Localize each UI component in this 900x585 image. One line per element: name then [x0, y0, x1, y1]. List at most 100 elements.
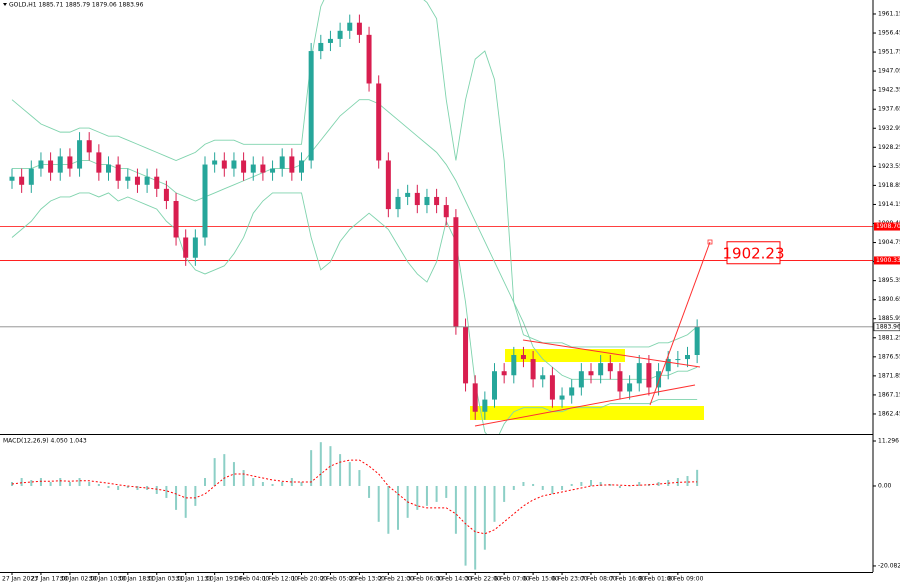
x-tick-label: 1 Feb 12:00 [263, 576, 299, 583]
macd-bar [503, 485, 506, 502]
candle-body [48, 160, 54, 173]
macd-bar [348, 462, 351, 486]
y-tick-label: 1914.15 [878, 201, 900, 208]
candle-body [212, 160, 218, 165]
candle-body [231, 160, 237, 169]
macd-bar [628, 485, 631, 487]
candle-body [414, 192, 420, 206]
candle-body [154, 176, 160, 189]
macd-bar [194, 485, 197, 506]
candle-body [549, 375, 555, 400]
x-tick-label: 31 Jan 19:00 [205, 576, 243, 583]
candle-body [569, 387, 575, 396]
level-label-box [874, 222, 900, 231]
candle-body [134, 176, 140, 185]
macd-bar [223, 454, 226, 486]
macd-bar [387, 485, 390, 534]
macd-bar [146, 485, 149, 490]
y-tick-label: 1871.85 [878, 372, 900, 379]
macd-bar [416, 485, 419, 510]
last-price-box [873, 322, 900, 332]
macd-bar [59, 478, 62, 486]
candle-body [28, 168, 34, 185]
candle-body [492, 371, 497, 400]
macd-bar [310, 450, 313, 486]
macd-bar [512, 485, 515, 490]
target-label: 1902.23 [722, 244, 784, 262]
candle-body [192, 237, 198, 258]
macd-bar [377, 485, 380, 522]
macd-bar [590, 480, 592, 486]
x-tick-label: 27 Jan 17:00 [31, 576, 69, 583]
macd-bar [271, 483, 274, 486]
candle-body [308, 51, 314, 161]
candle-body [57, 156, 63, 173]
candle-body [501, 371, 507, 376]
macd-bar [68, 482, 71, 486]
y-tick-label: 1956.45 [878, 30, 900, 37]
candle-body [463, 326, 469, 384]
x-tick-label: 27 Jan 2023 [2, 576, 38, 583]
macd-bar [474, 485, 477, 570]
macd-bar [435, 485, 438, 502]
candle-body [694, 326, 700, 356]
candle-body [279, 156, 285, 169]
macd-bar [551, 485, 554, 494]
macd-bar [618, 485, 621, 488]
candle-body [366, 34, 372, 84]
candle-body [636, 363, 642, 384]
candle-body [299, 160, 304, 173]
band-line [11, 192, 698, 434]
y-tick-label: 1961.15 [878, 10, 900, 17]
symbol-icon [3, 3, 7, 6]
y-tick-label: 1932.95 [878, 125, 900, 132]
y-tick-label: 1942.35 [878, 87, 900, 94]
x-tick-label: 2 Feb 21:00 [378, 576, 414, 583]
macd-bar [30, 480, 33, 486]
x-tick-label: 30 Jan 02:00 [60, 576, 98, 583]
candle-body [434, 196, 440, 206]
macd-bar [445, 485, 448, 498]
x-tick-label: 31 Jan 11:00 [176, 576, 214, 583]
y-tick-label: 1876.55 [878, 353, 900, 360]
macd-bar [339, 454, 342, 486]
candle-body [646, 363, 652, 388]
macd-bar [464, 485, 467, 566]
y-tick-label: 1951.75 [878, 49, 900, 56]
macd-bar [252, 478, 255, 486]
y-tick-label: 1895.35 [878, 277, 900, 284]
candle-body [511, 355, 517, 376]
candle-body [67, 156, 73, 169]
macd-bar [570, 483, 573, 486]
candle-body [376, 83, 382, 161]
chart-title: GOLD,H1 1885.71 1885.79 1879.06 1883.96 [9, 2, 144, 9]
y-tick-label: 1918.85 [878, 182, 900, 189]
candle-body [530, 359, 536, 380]
macd-bar [78, 478, 81, 486]
x-tick-label: 31 Jan 03:00 [147, 576, 185, 583]
macd-bar [696, 469, 699, 486]
candle-body [598, 363, 604, 376]
candle-body [356, 22, 362, 35]
trend-line [474, 384, 696, 427]
candle-body [472, 383, 478, 412]
candle-body [607, 363, 613, 372]
macd-bar [657, 482, 660, 486]
y-tick-label: 11.296 [878, 437, 899, 444]
zone [505, 349, 625, 362]
macd-bar [425, 485, 428, 506]
level-label: 1900.33 [876, 257, 900, 264]
last-price-label: 1883.96 [876, 323, 900, 330]
macd-bar [638, 482, 641, 486]
y-tick-label: 1867.15 [878, 391, 900, 398]
macd-bar [368, 485, 371, 498]
y-tick-label: 1923.55 [878, 163, 900, 170]
x-tick-label: 6 Feb 07:00 [494, 576, 530, 583]
y-tick-label: 1904.75 [878, 239, 900, 246]
candle-body [318, 42, 324, 52]
candle-body [260, 164, 266, 173]
x-tick-label: 3 Feb 22:00 [465, 576, 501, 583]
macd-bar [20, 478, 23, 486]
